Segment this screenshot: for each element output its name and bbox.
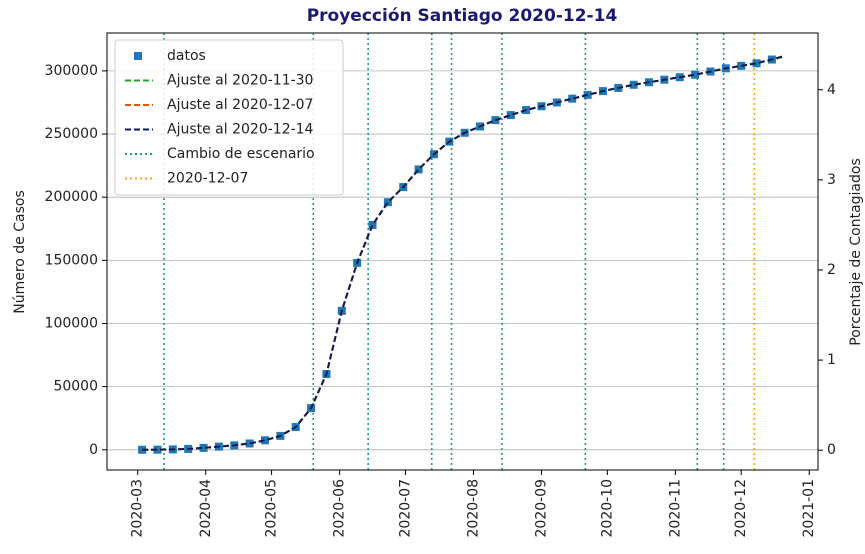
x-tick-label: 2020-03	[130, 479, 146, 538]
data-point	[752, 59, 761, 68]
y-tick-label: 200000	[45, 189, 98, 205]
legend-label: Ajuste al 2020-11-30	[167, 73, 313, 89]
x-tick-label: 2020-06	[332, 479, 348, 538]
x-tick-label: 2020-11	[667, 479, 683, 538]
data-point	[568, 94, 577, 103]
x-tick-label: 2020-12	[733, 479, 749, 538]
legend-label: Ajuste al 2020-12-07	[167, 97, 313, 113]
y2-tick-label: 3	[827, 172, 836, 188]
x-tick-label: 2020-10	[599, 479, 615, 538]
legend-label: Ajuste al 2020-12-14	[167, 122, 314, 138]
fit-line	[142, 55, 784, 451]
y-tick-label: 250000	[45, 126, 98, 142]
y2-tick-label: 0	[827, 442, 836, 458]
x-tick-label: 2021-01	[801, 479, 817, 538]
y-tick-label: 150000	[45, 252, 98, 268]
y-tick-label: 0	[89, 442, 98, 458]
legend-box	[114, 39, 344, 196]
x-tick-label: 2020-05	[264, 479, 280, 538]
x-tick-label: 2020-08	[465, 479, 481, 538]
legend-label: 2020-12-07	[167, 171, 248, 187]
data-point	[506, 111, 515, 120]
y2-tick-label: 1	[827, 352, 836, 368]
data-point	[153, 445, 162, 454]
data-point	[414, 165, 423, 174]
data-point	[368, 220, 377, 229]
x-tick-label: 2020-04	[198, 479, 214, 538]
legend-label: Cambio de escenario	[167, 146, 315, 162]
x-tick-label: 2020-09	[534, 479, 550, 538]
y-tick-label: 100000	[45, 315, 98, 331]
legend-label: datos	[167, 48, 206, 64]
data-point	[245, 439, 254, 448]
plot-frame	[106, 32, 819, 471]
chart-title: Proyección Santiago 2020-12-14	[307, 6, 618, 26]
data-point	[691, 70, 700, 79]
data-point	[383, 198, 392, 207]
y-axis-label: Número de Casos	[12, 190, 28, 314]
data-point	[261, 436, 269, 445]
data-point	[199, 443, 208, 452]
legend: datos Ajuste al 2020-11-30 Ajuste al 2020-…	[114, 39, 344, 196]
x-tick-label: 2020-07	[397, 479, 413, 538]
y2-axis-label: Porcentaje de Contagiados	[848, 158, 864, 346]
y-tick-label: 50000	[53, 379, 98, 395]
y-tick-label: 300000	[45, 63, 98, 79]
legend-marker	[134, 52, 142, 60]
data-point	[629, 80, 638, 89]
y2-tick-label: 4	[827, 82, 836, 98]
y2-tick-label: 2	[827, 262, 836, 278]
